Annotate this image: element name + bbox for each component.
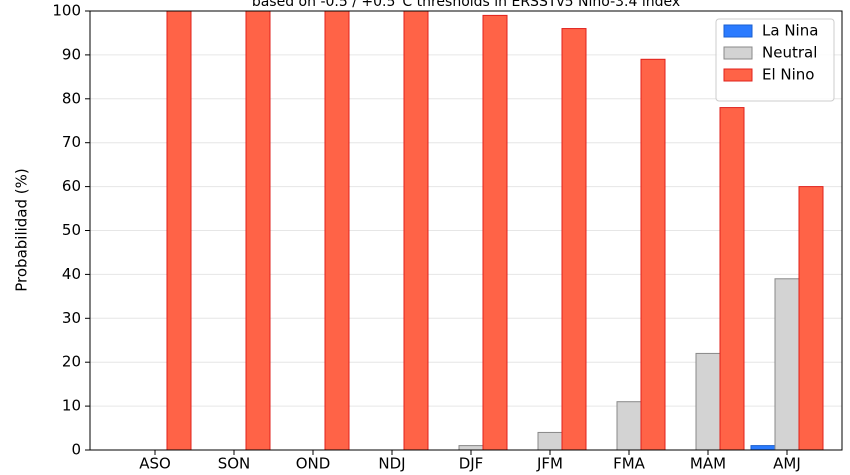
bar: [458, 445, 484, 451]
bar: [403, 10, 429, 451]
bar: [774, 278, 800, 451]
x-tick-label: DJF: [459, 455, 484, 473]
y-tick-label: 30: [62, 309, 81, 327]
legend-swatch: [723, 68, 753, 82]
y-tick-label: 60: [62, 177, 81, 195]
x-tick-label: MAM: [690, 455, 726, 473]
y-tick-label: 0: [71, 441, 81, 459]
y-tick-label: 70: [62, 133, 81, 151]
bar: [166, 10, 192, 451]
plot-frame: [89, 10, 843, 451]
legend-swatch: [723, 46, 753, 60]
y-tick-label: 40: [62, 265, 81, 283]
x-tick-label: JFM: [536, 455, 563, 473]
y-axis-label: Probabilidad (%): [13, 168, 31, 292]
bar: [640, 58, 666, 451]
x-tick-label: FMA: [613, 455, 646, 473]
x-tick-label: NDJ: [378, 455, 405, 473]
x-tick-label: SON: [218, 455, 251, 473]
legend-label: Neutral: [762, 44, 817, 62]
bar: [719, 107, 745, 451]
x-tick-label: OND: [296, 455, 331, 473]
y-tick-label: 90: [62, 45, 81, 63]
bar: [324, 10, 350, 451]
y-tick-label: 100: [52, 2, 81, 20]
y-tick-label: 20: [62, 353, 81, 371]
bar: [561, 28, 587, 451]
bar: [616, 401, 642, 451]
x-tick-label: ASO: [139, 455, 171, 473]
legend-swatch: [723, 24, 753, 38]
legend-label: La Nina: [762, 22, 818, 40]
chart-subtitle: based on -0.5 / +0.5°C thresholds in ERS…: [252, 0, 680, 10]
x-tick-label: AMJ: [773, 455, 801, 473]
y-tick-label: 80: [62, 89, 81, 107]
bar: [695, 352, 721, 451]
bar: [245, 10, 271, 451]
y-tick-label: 50: [62, 221, 81, 239]
legend-label: El Nino: [762, 66, 815, 84]
bar: [798, 186, 824, 451]
bar: [482, 14, 508, 451]
bar: [537, 431, 563, 451]
y-tick-label: 10: [62, 397, 81, 415]
bar: [750, 445, 776, 451]
